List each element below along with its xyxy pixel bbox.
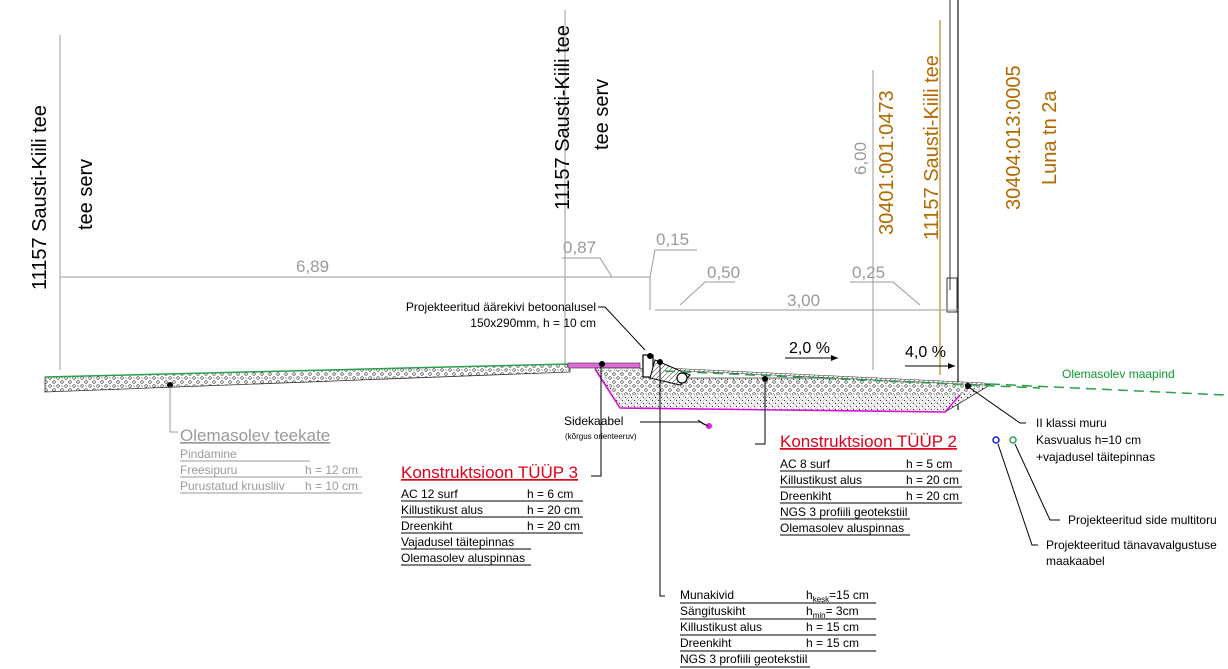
- layer-thickness: h = 20 cm: [527, 519, 580, 533]
- layer-thickness: h = 12 cm: [305, 463, 358, 477]
- type2-title: Konstruktsioon TÜÜP 2: [780, 432, 957, 451]
- layer-thickness: h = 5 cm: [906, 457, 952, 471]
- left-edge-label: tee serv: [75, 159, 97, 230]
- leader-lines: [591, 306, 1060, 597]
- layer-name: Dreenkiht: [680, 636, 732, 650]
- slope-2-label: 2,0 %: [789, 340, 830, 357]
- geotextile-line: [594, 368, 961, 413]
- parcel-1-label: 30401:001:0473: [876, 90, 898, 235]
- type2-table: AC 8 surf h = 5 cm Killustikust alus h = 20…: [780, 457, 962, 536]
- dim-0-15: 0,15: [656, 230, 689, 249]
- cobble-table: Munakivid hkesk=15 cm Sängituskiht hmin= 3c…: [680, 588, 876, 669]
- pole-base: [946, 277, 958, 313]
- existing-pavement: [44, 363, 571, 393]
- reference-lines: [59, 0, 959, 410]
- muru-label-2: Kasvualus h=10 cm: [1036, 433, 1141, 447]
- layer-name: Dreenkiht: [780, 489, 832, 503]
- existing-pavement-title: Olemasolev teekate: [180, 426, 330, 445]
- drain-pipe: [676, 372, 688, 384]
- base-layer: [600, 370, 985, 395]
- layer-name: Munakivid: [680, 588, 734, 602]
- parcel-1-road-label: 11157 Sausti-Kiili tee: [921, 55, 943, 240]
- point-marker: [167, 382, 173, 388]
- vertical-dimension: 6,00: [851, 142, 870, 175]
- cable-note: (kõrgus orienteeruv): [565, 432, 637, 441]
- point-marker: [599, 361, 605, 367]
- layer-name: Vajadusel täitepinnas: [401, 535, 514, 549]
- layer-thickness: h = 15 cm: [806, 620, 859, 634]
- layer-name: NGS 3 profiili geotekstiil: [780, 505, 907, 519]
- left-road-label: 11157 Sausti-Kiili tee: [29, 105, 51, 290]
- cable-label: Sidekaabel: [564, 414, 623, 428]
- multitoru-marker: [992, 436, 1000, 444]
- dim-0-50: 0,50: [707, 263, 740, 282]
- type3-title: Konstruktsioon TÜÜP 3: [401, 463, 578, 482]
- streetlight-cable-marker: [1009, 436, 1017, 444]
- parcel-2-label: 30404:013:0005: [1003, 65, 1025, 210]
- layer-thickness: hkesk=15 cm: [806, 588, 869, 604]
- curb-label-1: Projekteeritud äärekivi betoonalusel: [406, 300, 596, 314]
- parcel-2-name-label: Luna tn 2a: [1039, 90, 1061, 185]
- point-marker: [647, 353, 653, 359]
- slope-4-arrowhead: [948, 363, 955, 369]
- layer-name: NGS 3 profiili geotekstiil: [680, 652, 807, 666]
- mid-road-label: 11157 Sausti-Kiili tee: [552, 25, 574, 210]
- layer-name: Olemasolev aluspinnas: [780, 521, 904, 535]
- layer-thickness: h = 15 cm: [806, 636, 859, 650]
- layer-thickness: h = 20 cm: [527, 503, 580, 517]
- layer-thickness: h = 20 cm: [906, 489, 959, 503]
- dim-0-25: 0,25: [852, 263, 885, 282]
- point-marker: [762, 376, 768, 382]
- layer-name: Killustikust alus: [680, 620, 762, 634]
- layer-name: Purustatud kruusliiv: [180, 479, 285, 493]
- point-marker: [657, 359, 663, 365]
- muru-label-3: +vajadusel täitepinnas: [1036, 450, 1155, 464]
- slope-2-arrowhead: [831, 355, 838, 361]
- layer-thickness: h = 6 cm: [527, 487, 573, 501]
- existing-ground-line: [664, 370, 1041, 389]
- curb-label-2: 150x290mm, h = 10 cm: [470, 316, 596, 330]
- dim-0-87: 0,87: [563, 238, 596, 257]
- streetlight-label-1: Projekteeritud tänavavalgustuse: [1046, 538, 1217, 552]
- type3-table: AC 12 surf h = 6 cm Killustikust alus h = 2…: [401, 487, 583, 566]
- layer-name: Dreenkiht: [401, 519, 453, 533]
- layer-thickness: h = 20 cm: [906, 473, 959, 487]
- existing-pavement-table: Pindamine Freesipuru h = 12 cm Purustatud k…: [180, 447, 362, 494]
- dim-6-89: 6,89: [296, 257, 329, 276]
- streetlight-label-2: maakaabel: [1046, 554, 1105, 568]
- layer-name: Freesipuru: [180, 463, 237, 477]
- muru-label-1: II klassi muru: [1036, 416, 1107, 430]
- layer-name: AC 8 surf: [780, 457, 831, 471]
- mid-edge-label: tee serv: [591, 79, 613, 150]
- ground-label: Olemasolev maapind: [1062, 367, 1175, 381]
- layer-name: AC 12 surf: [401, 487, 458, 501]
- layer-name: Pindamine: [180, 447, 237, 461]
- dimension-lines: [60, 249, 958, 311]
- slope-4-label: 4,0 %: [905, 344, 946, 361]
- layer-name: Killustikust alus: [401, 503, 483, 517]
- layer-name: Sängituskiht: [680, 604, 746, 618]
- layer-thickness: hmin= 3cm: [806, 604, 859, 620]
- cable-marker: [706, 423, 712, 429]
- multitoru-label: Projekteeritud side multitoru: [1068, 513, 1217, 527]
- point-marker: [965, 383, 971, 389]
- layer-thickness: h = 10 cm: [305, 479, 358, 493]
- layer-name: Killustikust alus: [780, 473, 862, 487]
- dim-3-00: 3,00: [787, 291, 820, 310]
- layer-name: Olemasolev aluspinnas: [401, 551, 525, 565]
